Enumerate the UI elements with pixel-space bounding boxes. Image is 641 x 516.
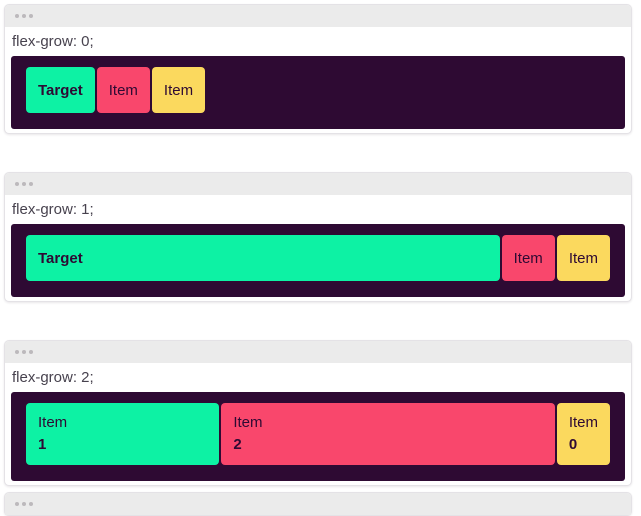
flex-item: Item: [501, 235, 555, 281]
window-titlebar: [5, 5, 631, 27]
browser-window-flex-grow-2: flex-grow: 2; Item 1 Item 2 Item 0: [4, 340, 632, 486]
flex-item: Item 1: [26, 403, 220, 465]
flex-item-grow-value: 0: [568, 436, 578, 453]
titlebar-dot-icon: [15, 14, 19, 18]
flex-container: Target Item Item: [11, 224, 625, 297]
css-declaration-label: flex-grow: 2;: [12, 369, 94, 386]
flex-item-label: Item: [568, 249, 598, 267]
flex-item-target: Target: [26, 67, 95, 113]
flex-item-label: Target: [38, 81, 83, 99]
flex-item-label: Item: [38, 414, 68, 431]
titlebar-dot-icon: [29, 502, 33, 506]
css-declaration-label: flex-grow: 0;: [12, 33, 94, 50]
titlebar-dot-icon: [22, 502, 26, 506]
flex-item: Item: [151, 67, 206, 113]
flex-container: Target Item Item: [11, 56, 625, 129]
browser-window-flex-grow-0: flex-grow: 0; Target Item Item: [4, 4, 632, 134]
flex-item-label: Item: [108, 81, 138, 99]
flex-item-label: Target: [38, 249, 83, 267]
flex-item-label: Item: [233, 414, 263, 431]
titlebar-dot-icon: [15, 350, 19, 354]
titlebar-dot-icon: [15, 182, 19, 186]
titlebar-dot-icon: [29, 350, 33, 354]
window-content: flex-grow: 0; Target Item Item: [5, 27, 631, 133]
titlebar-dot-icon: [22, 350, 26, 354]
flex-item: Item: [556, 235, 610, 281]
flex-item: Item: [96, 67, 150, 113]
css-declaration-label: flex-grow: 1;: [12, 201, 94, 218]
window-titlebar: [5, 341, 631, 363]
titlebar-dot-icon: [22, 182, 26, 186]
window-content: flex-grow: 2; Item 1 Item 2 Item 0: [5, 363, 631, 485]
flex-item-label: Item: [513, 249, 543, 267]
flex-item: Item 0: [556, 403, 610, 465]
window-titlebar: [5, 493, 631, 515]
browser-window-flex-grow-1: flex-grow: 1; Target Item Item: [4, 172, 632, 302]
flex-item-target: Target: [26, 235, 500, 281]
window-content: flex-grow: 1; Target Item Item: [5, 195, 631, 301]
flex-item: Item 2: [221, 403, 555, 465]
titlebar-dot-icon: [29, 14, 33, 18]
flex-item-grow-value: 1: [38, 436, 47, 453]
flex-item-grow-value: 2: [233, 436, 242, 453]
flex-item-label: Item: [568, 414, 598, 431]
flex-container: Item 1 Item 2 Item 0: [11, 392, 625, 481]
window-titlebar: [5, 173, 631, 195]
titlebar-dot-icon: [29, 182, 33, 186]
flex-item-label: Item: [163, 81, 194, 99]
titlebar-dot-icon: [22, 14, 26, 18]
browser-window-partial: [4, 492, 632, 516]
titlebar-dot-icon: [15, 502, 19, 506]
